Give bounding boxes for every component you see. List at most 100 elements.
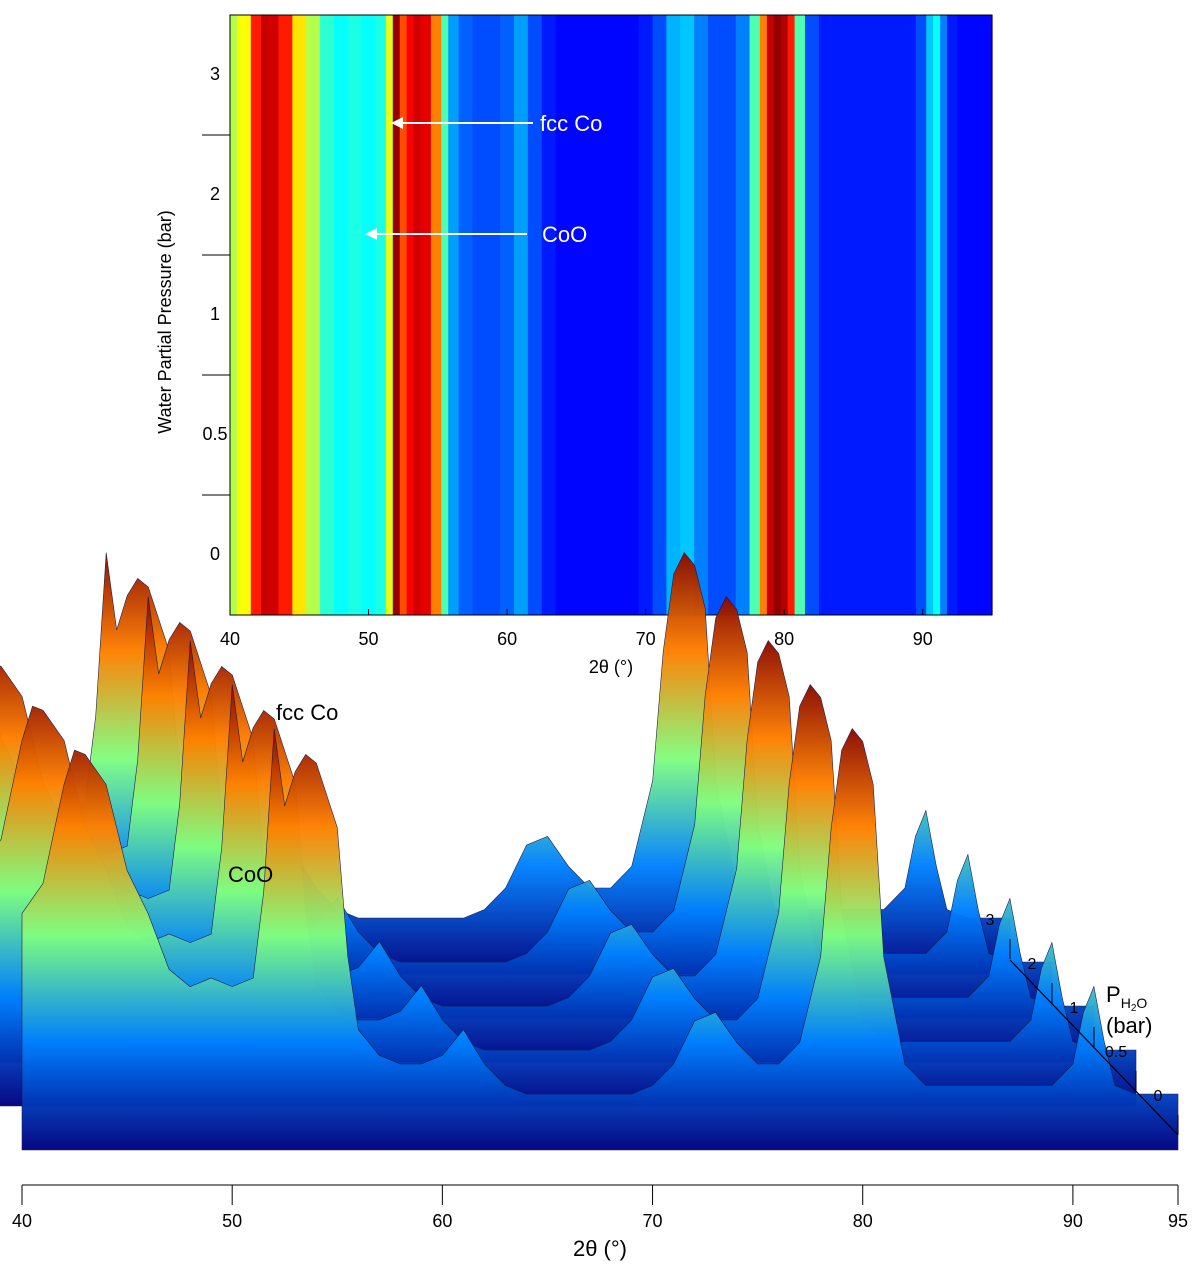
heat-cell: [735, 15, 751, 615]
heat-cell: [971, 15, 986, 615]
heat-cell: [707, 15, 723, 615]
heat-cell: [541, 15, 557, 615]
heat-cell: [749, 15, 761, 615]
heat-cell: [652, 15, 668, 615]
annotation: fcc Co: [540, 111, 602, 136]
heat-cell: [406, 15, 415, 615]
heat-cell: [361, 15, 377, 615]
y-tick-label: 0.5: [202, 424, 227, 444]
heat-cell: [597, 15, 612, 615]
heat-cell: [392, 15, 401, 615]
heat-cell: [306, 15, 321, 615]
heat-cell: [888, 15, 903, 615]
heat-cell: [261, 15, 269, 615]
heat-cell: [413, 15, 422, 615]
z-tick-label: 1: [1070, 1000, 1079, 1017]
arrow-head: [391, 117, 403, 129]
heat-cell: [611, 15, 626, 615]
heat-cell: [957, 15, 972, 615]
z-tick-label: 2: [1028, 956, 1037, 973]
x-tick-label: 95: [1168, 1211, 1188, 1231]
heat-cell: [514, 15, 529, 615]
heat-cell: [721, 15, 737, 615]
depth-axis: [1009, 959, 1179, 1136]
heat-cell: [347, 15, 363, 615]
heat-cell: [940, 15, 948, 615]
heat-cell: [818, 15, 834, 615]
heat-cell: [860, 15, 875, 615]
heat-cell: [278, 15, 293, 615]
heat-cell: [500, 15, 515, 615]
x-tick-label: 80: [853, 1211, 873, 1231]
heat-cell: [555, 15, 571, 615]
heat-cell: [399, 15, 408, 615]
x-tick-label: 90: [913, 629, 933, 649]
x-tick-label: 60: [432, 1211, 452, 1231]
heat-cell: [946, 15, 958, 615]
heat-cell: [874, 15, 889, 615]
heat-cell: [472, 15, 487, 615]
heat-cell: [486, 15, 501, 615]
heat-cell: [375, 15, 387, 615]
y-tick-label: 2: [210, 184, 220, 204]
heat-cell: [236, 15, 252, 615]
heat-cell: [420, 15, 432, 615]
x-tick-label: 50: [359, 629, 379, 649]
heat-cell: [666, 15, 681, 615]
heat-cell: [933, 15, 941, 615]
heat-cell: [250, 15, 262, 615]
x-tick-label: 70: [636, 629, 656, 649]
z-label-part: 2: [1131, 1003, 1137, 1014]
z-label-part: O: [1136, 995, 1147, 1011]
z-tick-label: 0: [1154, 1088, 1163, 1105]
heat-cell: [766, 15, 775, 615]
x-tick-label: 40: [12, 1211, 32, 1231]
x-tick-label: 50: [222, 1211, 242, 1231]
surface-ridge: [21, 728, 1179, 1151]
heat-cell: [624, 15, 640, 615]
z-tick-label: 3: [986, 912, 995, 929]
annotation: CoO: [228, 862, 273, 887]
heat-cell: [268, 15, 280, 615]
heatmap: [230, 15, 993, 615]
z-axis-label: PH2O: [1106, 982, 1147, 1014]
x-tick-label: 70: [643, 1211, 663, 1231]
x-axis-label: 2θ (°): [573, 1236, 627, 1261]
arrow-head: [365, 228, 377, 240]
heat-cell: [569, 15, 584, 615]
heat-cell: [846, 15, 861, 615]
x-tick-label: 40: [220, 629, 240, 649]
heat-cell: [583, 15, 598, 615]
z-tick-label: 0.5: [1105, 1044, 1127, 1061]
heat-cell: [680, 15, 695, 615]
surface: [0, 552, 1179, 1151]
x-tick-label: 60: [497, 629, 517, 649]
heat-cell: [780, 15, 789, 615]
heat-cell: [230, 15, 238, 615]
heat-cell: [333, 15, 349, 615]
heat-cell: [915, 15, 927, 615]
x-tick-label: 90: [1063, 1211, 1083, 1231]
heat-cell: [901, 15, 917, 615]
z-axis-label: (bar): [1106, 1013, 1152, 1038]
heat-cell: [694, 15, 709, 615]
annotation: fcc Co: [276, 700, 338, 725]
heat-cell: [385, 15, 394, 615]
heat-cell: [832, 15, 848, 615]
heat-cell: [441, 15, 449, 615]
heat-cell: [773, 15, 782, 615]
heat-cell: [448, 15, 460, 615]
y-axis-label: Water Partial Pressure (bar): [155, 210, 175, 433]
z-label-part: H: [1121, 995, 1131, 1011]
heat-cell: [926, 15, 934, 615]
heat-cell: [292, 15, 307, 615]
plot-frame: [229, 14, 993, 616]
heat-cell: [794, 15, 806, 615]
x-tick-label: 80: [774, 629, 794, 649]
heat-cell: [430, 15, 442, 615]
heat-cell: [759, 15, 768, 615]
heat-cell: [787, 15, 796, 615]
heat-cell: [458, 15, 474, 615]
y-tick-label: 1: [210, 304, 220, 324]
